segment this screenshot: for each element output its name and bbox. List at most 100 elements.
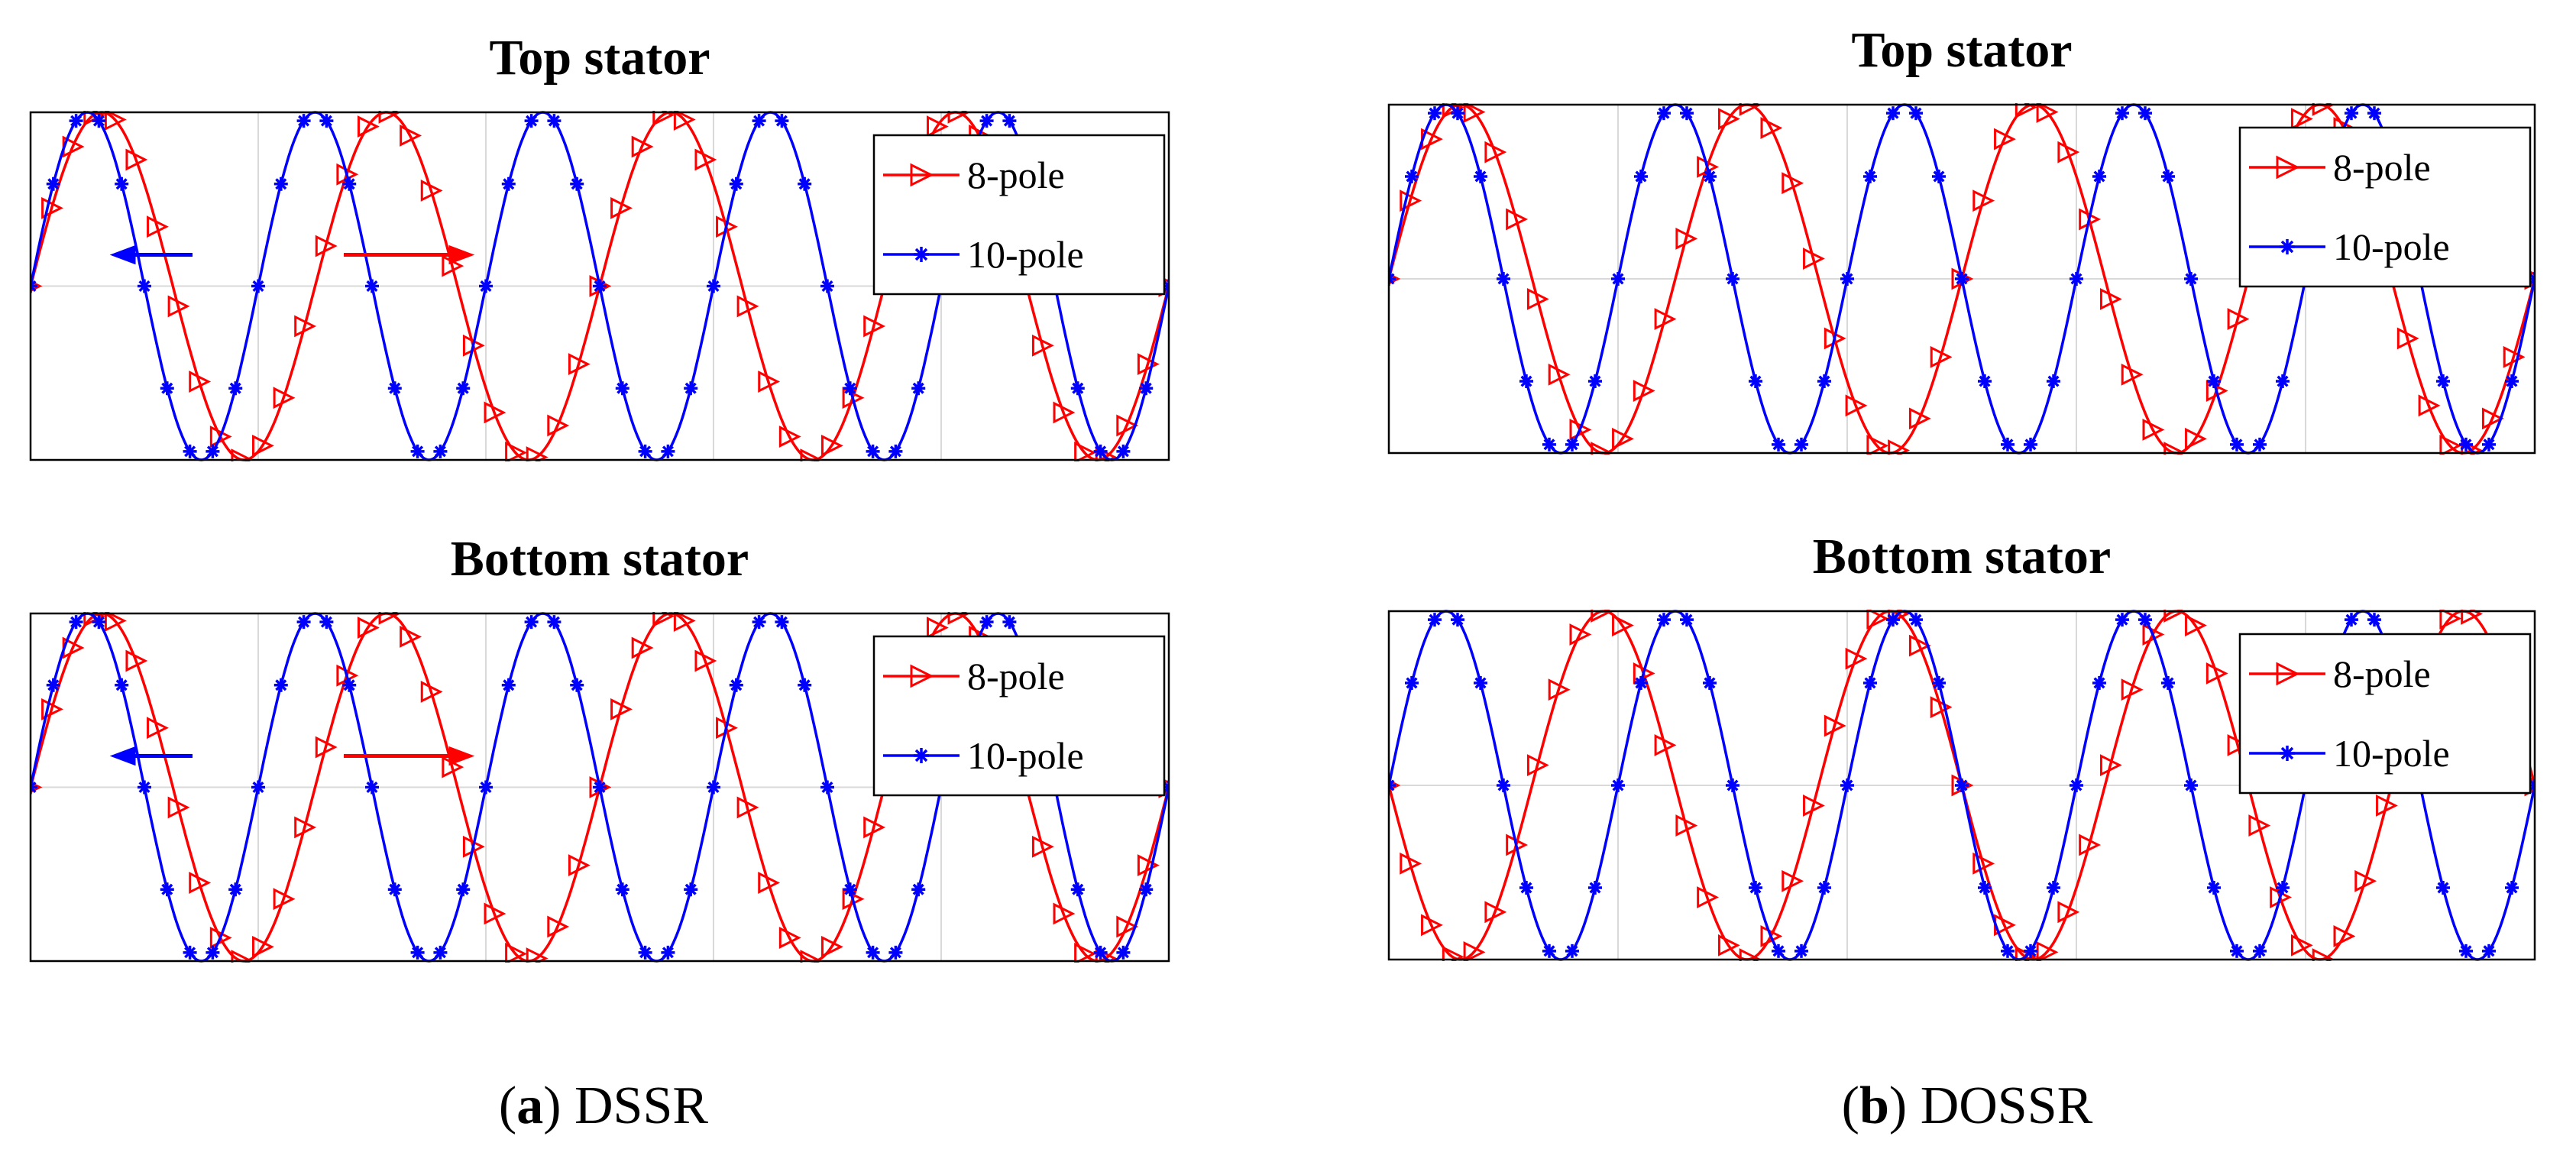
- legend-entry-8-pole: 8-pole: [2249, 146, 2431, 189]
- data-point: [1565, 944, 1579, 958]
- legend-label: 10-pole: [2333, 732, 2450, 775]
- data-point: [1074, 943, 1096, 963]
- data-point: [1093, 945, 1108, 960]
- chart-1: Bottom stator 8-pole 10-pole: [29, 531, 1170, 963]
- data-point: [1772, 437, 1785, 452]
- data-point: [1542, 944, 1556, 958]
- data-point: [1588, 374, 1602, 389]
- data-point: [843, 381, 857, 396]
- data-point: [1840, 778, 1854, 792]
- data-point: [593, 780, 607, 795]
- data-point: [505, 943, 527, 963]
- data-point: [501, 678, 516, 692]
- caption-b-text: DOSSR: [1921, 1076, 2093, 1135]
- data-point: [1484, 901, 1507, 924]
- legend: 8-pole 10-pole: [872, 134, 1166, 296]
- data-point: [911, 381, 926, 396]
- data-point: [294, 816, 317, 839]
- data-point: [69, 615, 83, 630]
- data-point: [1139, 381, 1154, 396]
- data-point: [2396, 327, 2419, 350]
- data-point: [911, 882, 926, 897]
- data-point: [2079, 833, 2102, 856]
- data-point: [1909, 106, 1923, 121]
- data-point: [652, 111, 675, 126]
- plot-frame: [1387, 610, 2536, 961]
- data-point: [1888, 439, 1911, 455]
- data-point: [1474, 675, 1487, 690]
- data-point: [615, 381, 629, 396]
- chart-title: Bottom stator: [451, 531, 749, 587]
- data-point: [610, 196, 633, 219]
- data-point: [2047, 374, 2060, 389]
- data-point: [1955, 272, 1969, 286]
- data-point: [505, 442, 527, 461]
- data-point: [2001, 944, 2015, 958]
- data-point: [189, 872, 212, 894]
- data-point: [251, 279, 265, 293]
- data-point: [1717, 934, 1740, 956]
- data-point: [138, 780, 151, 795]
- data-point: [1002, 615, 1017, 630]
- data-point: [547, 915, 570, 938]
- legend-marker: [910, 163, 934, 187]
- data-point: [1717, 108, 1740, 131]
- data-point: [2345, 613, 2358, 627]
- data-point: [2227, 733, 2250, 756]
- data-point: [2436, 881, 2450, 895]
- data-point: [775, 615, 789, 630]
- data-point: [1031, 835, 1054, 858]
- legend-label: 8-pole: [2333, 146, 2431, 189]
- data-point: [2099, 288, 2122, 310]
- data-point: [1863, 169, 1877, 183]
- data-point: [1654, 308, 1677, 331]
- legend-label: 10-pole: [967, 734, 1084, 777]
- data-point: [758, 371, 781, 393]
- caption-a-label: a: [516, 1076, 543, 1135]
- data-point: [1703, 169, 1717, 183]
- data-point: [296, 114, 311, 128]
- data-point: [2248, 814, 2271, 837]
- data-point: [501, 176, 516, 191]
- data-point: [1548, 678, 1571, 701]
- data-point: [1675, 227, 1698, 250]
- data-point: [1657, 106, 1671, 121]
- data-point: [252, 935, 274, 958]
- data-point: [167, 796, 190, 819]
- data-point: [2099, 754, 2122, 776]
- data-point: [547, 114, 561, 128]
- data-point: [2070, 272, 2083, 286]
- data-point: [205, 945, 220, 960]
- data-point: [673, 612, 696, 632]
- data-point: [568, 854, 591, 877]
- data-point: [1749, 374, 1762, 389]
- data-point: [2505, 374, 2519, 389]
- data-point: [2436, 374, 2450, 389]
- data-point: [2115, 613, 2129, 627]
- data-point: [729, 176, 743, 191]
- data-point: [125, 649, 148, 672]
- data-point: [1389, 272, 1396, 286]
- data-point: [1428, 613, 1442, 627]
- data-point: [1803, 248, 1825, 270]
- data-point: [1093, 444, 1108, 458]
- legend-entry-10-pole: 10-pole: [883, 734, 1084, 777]
- data-point: [2057, 901, 2080, 924]
- data-point: [2036, 940, 2059, 961]
- data-point: [2481, 407, 2504, 430]
- data-point: [167, 295, 190, 318]
- legend-marker: [2280, 746, 2295, 761]
- data-point: [1794, 437, 1808, 452]
- data-point: [1611, 272, 1625, 286]
- legend: 8-pole 10-pole: [872, 635, 1166, 797]
- data-point: [2001, 437, 2015, 452]
- data-point: [926, 617, 949, 639]
- data-point: [1497, 778, 1510, 792]
- data-point: [2115, 106, 2129, 121]
- data-point: [1782, 172, 1804, 195]
- caption-a-text: DSSR: [574, 1076, 708, 1135]
- data-point: [456, 381, 471, 396]
- data-point: [319, 615, 334, 630]
- data-point: [1908, 407, 1931, 430]
- data-point: [1070, 882, 1085, 897]
